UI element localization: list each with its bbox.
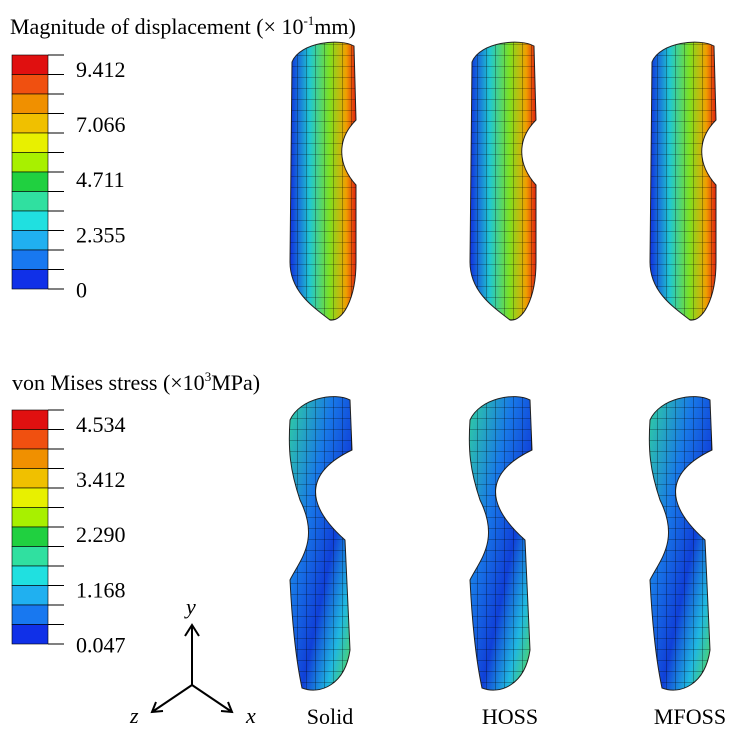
title-text: Magnitude of displacement (× 10 — [10, 14, 303, 39]
color-band — [12, 133, 48, 153]
mesh-grid — [649, 397, 712, 690]
color-band — [12, 114, 48, 134]
figure: Magnitude of displacement (× 10-1mm) von… — [0, 0, 739, 729]
color-band — [12, 488, 48, 508]
mesh-grid — [650, 42, 716, 320]
model-label: HOSS — [482, 704, 538, 729]
color-band — [12, 94, 48, 114]
color-band — [12, 527, 48, 547]
color-band — [12, 270, 48, 290]
legend-title: Magnitude of displacement (× 10-1mm) — [10, 13, 356, 39]
color-band — [12, 172, 48, 192]
color-band — [12, 566, 48, 586]
legend-label: 2.355 — [76, 222, 126, 247]
legend-title: von Mises stress (×103MPa) — [12, 369, 260, 395]
meshes: Solid HOSS MFOSS — [289, 42, 726, 729]
legend-label: 9.412 — [76, 57, 126, 82]
color-band — [12, 75, 48, 95]
color-band — [12, 586, 48, 606]
color-band — [12, 410, 48, 430]
axis-label: z — [129, 703, 139, 728]
mesh-grid — [289, 397, 352, 690]
color-band — [12, 231, 48, 251]
color-band — [12, 430, 48, 450]
color-band — [12, 153, 48, 173]
model-label: Solid — [307, 704, 353, 729]
color-band — [12, 547, 48, 567]
legend-label: 4.534 — [76, 412, 126, 437]
mesh-grid — [469, 397, 532, 690]
legend-label: 1.168 — [76, 577, 126, 602]
mesh-grid — [470, 42, 536, 320]
title-text: MPa) — [211, 370, 260, 395]
color-band — [12, 211, 48, 231]
legend-label: 2.290 — [76, 522, 126, 547]
color-band — [12, 192, 48, 212]
title-text: mm) — [314, 14, 356, 39]
axis-label: y — [184, 594, 196, 619]
legend-label: 0.047 — [76, 632, 126, 657]
title-text: von Mises stress (×10 — [12, 370, 205, 395]
color-band — [12, 625, 48, 645]
legend-label: 4.711 — [76, 167, 125, 192]
title-sup: -1 — [303, 13, 314, 28]
model-label: MFOSS — [654, 704, 726, 729]
legend-label: 7.066 — [76, 112, 126, 137]
axis-label: x — [245, 703, 256, 728]
legends: 9.412 7.066 4.711 2.355 0 4.534 3.412 2.290 1.16… — [12, 55, 126, 657]
mesh-grid — [290, 42, 356, 320]
color-band — [12, 250, 48, 270]
legend-label: 3.412 — [76, 467, 126, 492]
color-band — [12, 55, 48, 75]
color-band — [12, 469, 48, 489]
legend-label: 0 — [76, 277, 87, 302]
color-band — [12, 605, 48, 625]
color-band — [12, 508, 48, 528]
color-band — [12, 449, 48, 469]
axis-triad — [152, 625, 232, 712]
